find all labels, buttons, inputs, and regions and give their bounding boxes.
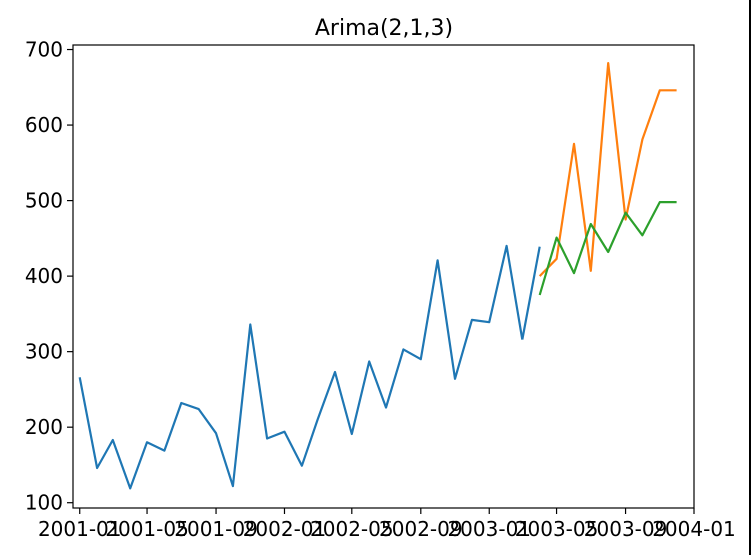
plot-area <box>78 61 677 490</box>
y-tick-label-700: 700 <box>25 38 63 62</box>
x-tick-label-2002-09: 2002-09 <box>379 517 463 541</box>
y-tick-label-300: 300 <box>25 340 63 364</box>
series-line-0 <box>78 244 524 490</box>
x-tick-label-2004-01: 2004-01 <box>652 517 736 541</box>
x-tick-label-2003-01: 2003-01 <box>447 517 531 541</box>
y-tick-label-200: 200 <box>25 415 63 439</box>
series-line-2 <box>538 61 677 277</box>
x-tick-label-2001-01: 2001-01 <box>38 517 122 541</box>
window-edge <box>749 0 751 555</box>
y-tick-label-100: 100 <box>25 491 63 515</box>
x-tick-label-2003-05: 2003-05 <box>515 517 599 541</box>
y-tick-label-600: 600 <box>25 113 63 137</box>
x-tick-label-2001-09: 2001-09 <box>174 517 258 541</box>
series-line-1 <box>521 246 541 340</box>
x-tick-label-2003-09: 2003-09 <box>584 517 668 541</box>
x-tick-label-2001-05: 2001-05 <box>105 517 189 541</box>
y-tick-label-500: 500 <box>25 189 63 213</box>
x-tick-label-2002-05: 2002-05 <box>310 517 394 541</box>
chart-title: Arima(2,1,3) <box>315 16 453 41</box>
plot-frame <box>72 44 695 509</box>
series-line-3 <box>538 201 677 296</box>
axes: 100 200 300 400 500 600 700 2001-012001-052001-… <box>25 38 736 541</box>
x-tick-label-2002-01: 2002-01 <box>243 517 327 541</box>
y-tick-label-400: 400 <box>25 264 63 288</box>
